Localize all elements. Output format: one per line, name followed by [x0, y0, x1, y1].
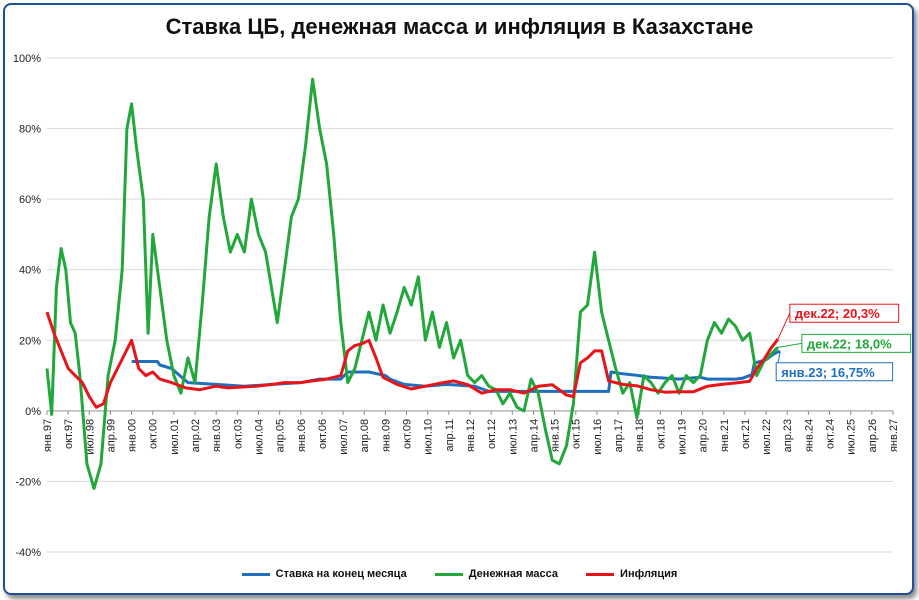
legend-swatch: [434, 572, 463, 576]
x-tick-label: апр.17: [613, 419, 625, 452]
x-tick-label: июл.22: [761, 419, 773, 455]
chart-title: Ставка ЦБ, денежная масса и инфляция в К…: [165, 14, 754, 39]
x-tick-label: июл.07: [338, 419, 350, 455]
x-tick-label: окт.24: [825, 419, 837, 449]
annotation-leader: [777, 313, 791, 340]
annotation-box: [775, 362, 894, 382]
x-tick-label: окт.18: [655, 419, 667, 449]
legend-swatch: [241, 572, 270, 576]
chart-legend: Ставка на конец месяца Денежная масса Инфл…: [0, 568, 919, 580]
x-tick-label: апр.08: [359, 419, 371, 452]
x-tick-label: янв.15: [550, 419, 562, 452]
x-tick-label: окт.12: [486, 419, 498, 449]
legend-label: Инфляция: [620, 568, 678, 580]
x-tick-label: апр.20: [698, 419, 710, 452]
annotation-label: янв.23; 16,75%: [781, 365, 875, 380]
y-tick-label: -40%: [15, 547, 41, 559]
x-tick-label: апр.23: [782, 419, 794, 452]
x-tick-label: июл.04: [254, 419, 266, 455]
legend-item: Денежная масса: [434, 568, 559, 580]
x-tick-label: окт.06: [317, 419, 329, 449]
x-tick-label: апр.11: [444, 419, 456, 452]
x-tick-label: янв.21: [719, 419, 731, 452]
y-tick-label: 40%: [19, 265, 41, 277]
x-tick-label: апр.02: [190, 419, 202, 452]
x-tick-label: апр.26: [867, 419, 879, 452]
legend-label: Ставка на конец месяца: [275, 568, 407, 580]
x-tick-label: янв.06: [296, 419, 308, 452]
series-line: [45, 77, 779, 490]
annotation-label: дек.22; 20,3%: [795, 306, 880, 321]
annotation-box: [801, 333, 912, 353]
x-tick-label: окт.00: [148, 419, 160, 449]
x-tick-label: июл.25: [846, 419, 858, 455]
x-tick-label: апр.14: [528, 419, 540, 452]
x-tick-label: окт.09: [402, 419, 414, 449]
x-tick-label: окт.03: [232, 419, 244, 449]
y-tick-label: 80%: [19, 124, 41, 136]
x-tick-label: июл.13: [507, 419, 519, 455]
annotation-box: [789, 303, 900, 323]
x-tick-label: янв.12: [465, 419, 477, 452]
x-tick-label: янв.18: [634, 419, 646, 452]
legend-swatch: [586, 572, 615, 576]
y-tick-label: 100%: [13, 53, 41, 65]
x-tick-label: июл.16: [592, 419, 604, 455]
x-tick-label: янв.97: [42, 419, 54, 452]
legend-item: Ставка на конец месяца: [241, 568, 407, 580]
annotation-leader: [777, 342, 802, 348]
legend-label: Денежная масса: [468, 568, 559, 580]
y-tick-label: -20%: [15, 476, 41, 488]
y-tick-label: 0%: [25, 406, 41, 418]
x-tick-label: янв.00: [127, 419, 139, 452]
x-tick-label: янв.09: [380, 419, 392, 452]
annotation-label: дек.22; 18,0%: [807, 336, 892, 351]
x-tick-label: июл.98: [84, 419, 96, 455]
y-tick-label: 60%: [19, 194, 41, 206]
x-tick-label: апр.05: [275, 419, 287, 452]
x-tick-label: янв.27: [888, 419, 900, 452]
x-tick-label: янв.03: [211, 419, 223, 452]
x-tick-label: июл.19: [677, 419, 689, 455]
y-tick-label: 20%: [19, 335, 41, 347]
x-tick-label: окт.97: [63, 419, 75, 449]
legend-item: Инфляция: [586, 568, 677, 580]
x-tick-label: окт.21: [740, 419, 752, 449]
chart-frame: [3, 3, 914, 595]
x-tick-label: июл.10: [423, 419, 435, 455]
x-tick-label: апр.99: [105, 419, 117, 452]
series-line: [45, 311, 780, 409]
x-tick-label: янв.24: [803, 419, 815, 452]
x-tick-label: июл.01: [169, 419, 181, 455]
x-tick-label: окт.15: [571, 419, 583, 449]
